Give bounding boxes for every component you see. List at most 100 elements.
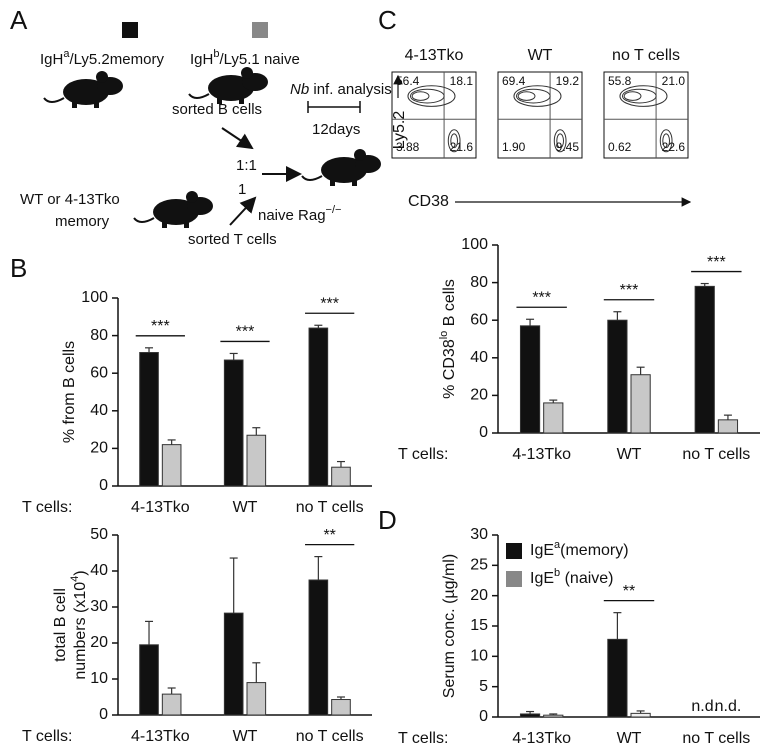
quadrant-value: 18.1 [450,74,474,88]
flow-x-label: CD38 [408,193,449,210]
schematic: IgHa/Ly5.2memory IgHb/Ly5.1 naive sorted… [20,22,392,248]
flow-title: 4-13Tko [405,47,464,64]
sorted-b: sorted B cells [172,101,262,118]
bar [630,712,651,718]
flow-y-label: Ly5.2 [391,111,408,150]
y-tick-label: 50 [90,526,108,543]
text-part: naive Rag [258,207,326,224]
significance: ** [623,583,635,600]
text-part: B cells [441,279,458,331]
flow-frame [497,71,583,159]
text-part: b [554,567,560,579]
recipient: naive Rag−/− [258,204,341,224]
panel-label: B [10,253,27,283]
flow-frame [603,71,689,159]
text-part: ) [72,570,89,575]
bar [519,713,541,718]
contour [517,91,536,101]
contour [447,129,461,153]
x-axis-label: T cells: [398,730,448,747]
significance: *** [320,295,339,312]
x-tick-label: 4-13Tko [131,728,190,745]
panel-label: A [10,5,28,35]
quadrant-value: 1.90 [502,140,526,154]
y-axis-label: total B cell numbers (x104) [52,570,89,679]
legend-label: IgEa(memory) [530,539,629,559]
bar [308,579,329,716]
panel-label: C [378,5,397,35]
bar [161,693,182,716]
significance: *** [532,289,551,306]
contour [621,88,657,104]
bar [543,402,564,434]
y-tick-label: 30 [90,598,108,615]
legend-swatch [506,543,522,559]
flow-plots: Ly5.2 CD38 [391,74,692,210]
x-tick-label: WT [617,446,642,463]
text-part: lo [438,331,450,340]
y-axis-label: % CD38lo B cells [438,279,458,399]
x-tick-label: no T cells [296,728,364,745]
x-tick-label: no T cells [682,446,750,463]
text-part: inf. analysis [309,81,392,98]
x-tick-label: 4-13Tko [512,730,571,747]
y-tick-label: 30 [470,526,488,543]
mouse [188,66,269,105]
significance: *** [620,282,639,299]
missing-label: n.d. [715,698,742,715]
contour [623,91,642,101]
bar [246,434,267,487]
y-tick-label: 80 [90,327,108,344]
bar [161,444,182,487]
text-part: IgH [40,51,63,68]
x-tick-label: 4-13Tko [512,446,571,463]
y-tick-label: 25 [470,557,488,574]
flow-title: no T cells [612,47,680,64]
bar [223,612,244,716]
contour [409,88,445,104]
bar [331,699,351,716]
legend-swatch [506,571,522,587]
y-tick-label: 20 [470,387,488,404]
significance: ** [323,527,335,544]
text-part: IgH [190,51,213,68]
x-tick-label: no T cells [682,730,750,747]
bar [223,359,244,487]
t-donor: WT or 4-13Tko [20,191,120,208]
y-tick-label: 0 [479,424,488,441]
contour [556,133,565,149]
ratio: 1:1 [236,157,257,174]
quadrant-value: 9.45 [556,140,580,154]
quadrant-value: 56.4 [396,74,420,88]
mouse [43,70,124,109]
quadrant-value: 55.8 [608,74,632,88]
contour [411,91,430,101]
text-part: a [554,539,561,551]
text-part: Serum conc. (µg/ml) [441,554,458,698]
one: 1 [238,181,246,198]
flow-title: WT [528,47,553,64]
naive-donor: IgHb/Ly5.1 naive [190,48,300,68]
contour [407,85,456,107]
bar [717,419,739,434]
x-axis-label: T cells: [22,728,72,745]
y-tick-label: 60 [470,311,488,328]
text-part: (memory) [560,542,628,559]
mouse [133,190,214,229]
text-part: % CD38 [441,339,458,399]
text-part: numbers (x10 [72,582,89,680]
y-tick-label: 20 [90,634,108,651]
contour [515,88,551,104]
x-tick-label: WT [233,499,258,516]
y-axis-label: % from B cells [61,341,78,443]
bar [139,352,159,487]
contour [619,85,668,107]
quadrant-value: 19.2 [556,74,580,88]
mouse [301,148,382,187]
legend-label: IgEb (naive) [530,567,614,587]
y-tick-label: 10 [470,648,488,665]
flow-frame [391,71,477,159]
text-part: Nb [290,81,309,98]
x-tick-label: WT [233,728,258,745]
